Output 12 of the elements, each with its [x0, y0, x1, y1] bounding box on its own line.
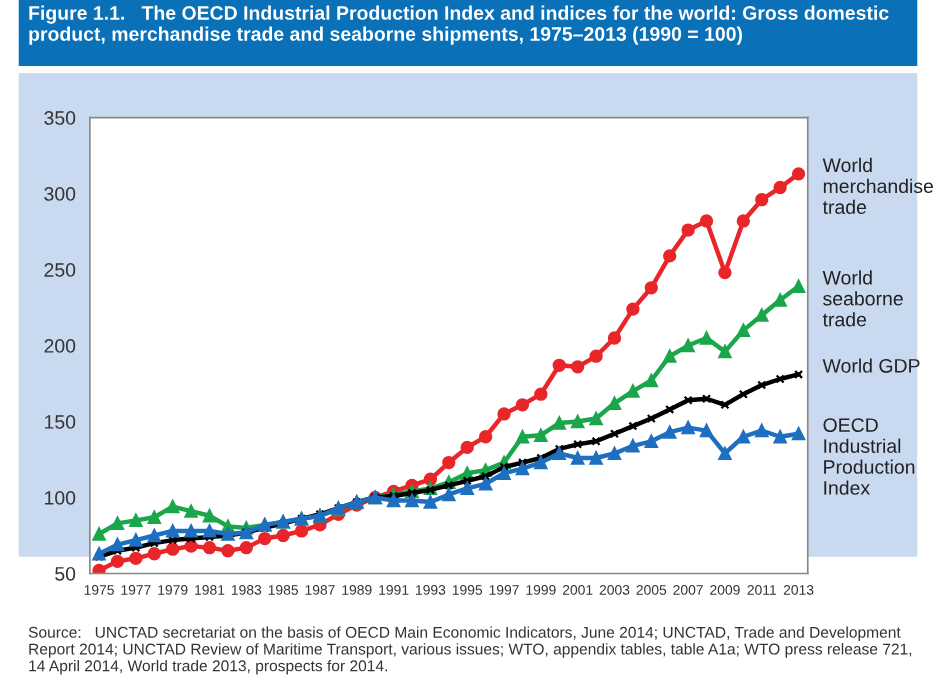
- series-label: World GDP: [822, 358, 920, 373]
- y-tick-label: 150: [45, 415, 76, 429]
- y-tick-label: 100: [45, 490, 76, 505]
- series-label: OECD Industrial Production Index: [823, 418, 915, 495]
- y-tick-label: 250: [44, 263, 76, 277]
- y-tick-label: 200: [44, 339, 76, 353]
- y-tick-label: 350: [44, 111, 76, 125]
- series-label: World seaborne trade: [822, 270, 903, 327]
- series-label: World merchandise trade: [822, 157, 934, 215]
- y-tick-label: 50: [55, 566, 76, 581]
- chart-title: Figure 1.1. The OECD Industrial Production Index and indices for the world: Gross domestic product, merchandise trade and seaborne shipments, 1975–2013 (1990 = 100): [29, 5, 889, 45]
- y-tick-label: 300: [44, 187, 76, 201]
